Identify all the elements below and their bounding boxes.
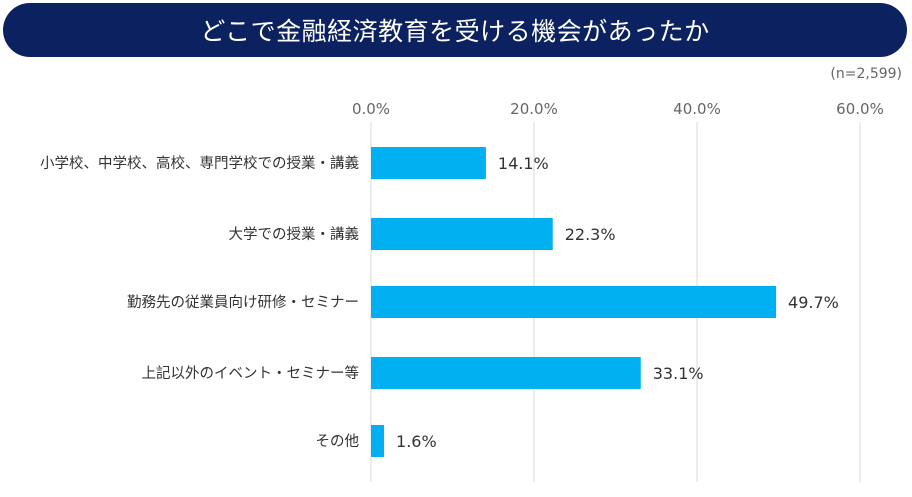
tick-label: 40.0% [673,100,721,118]
bar [371,218,553,250]
category-label: その他 [316,433,360,450]
data-label: 1.6% [396,432,437,451]
bar [371,286,777,318]
bar [371,357,641,389]
data-label: 49.7% [788,293,839,312]
category-label: 勤務先の従業員向け研修・セミナー [127,294,359,311]
data-label: 22.3% [565,225,616,244]
tick-label: 20.0% [510,100,558,118]
data-label: 14.1% [498,154,549,173]
tick-label: 0.0% [352,100,390,118]
sample-size: (n=2,599) [830,66,902,82]
chart-title: どこで金融経済教育を受ける機会があったか [3,3,907,57]
tick-label: 60.0% [836,100,884,118]
category-label: 大学での授業・講義 [229,226,360,243]
category-label: 小学校、中学校、高校、専門学校での授業・講義 [40,155,359,172]
bar [371,425,385,457]
bar [371,147,486,179]
category-label: 上記以外のイベント・セミナー等 [142,364,360,382]
data-label: 33.1% [653,364,704,383]
